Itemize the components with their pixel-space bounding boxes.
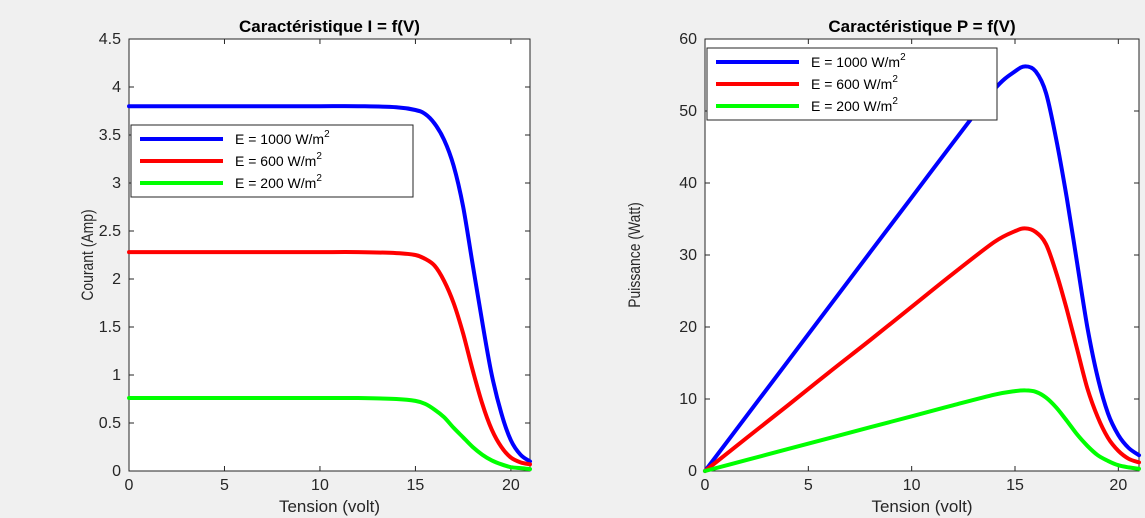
series-line-21-0	[703, 64, 1141, 473]
legend-label-superscript: 2	[316, 173, 322, 184]
legend-label: E = 600 W/m2	[811, 74, 898, 92]
y-tick-label: 1.5	[99, 319, 121, 336]
y-ticks-pv: 0 10 20 30 40 50 60	[679, 31, 1139, 480]
chart-title-pv: Caractéristique P = f(V)	[828, 17, 1015, 36]
legend-label: E = 200 W/m2	[811, 96, 898, 114]
legend-label-superscript: 2	[316, 151, 322, 162]
lines-pv	[703, 64, 1141, 473]
series-line-21-2	[703, 388, 1141, 473]
y-tick-label: 20	[679, 319, 697, 336]
y-tick-label: 60	[679, 31, 697, 48]
x-ticks-iv: 0 5 10 15 20	[125, 39, 520, 494]
y-tick-label: 4	[112, 79, 121, 96]
series-line-21-0	[127, 104, 532, 464]
legend-entries-iv: E = 1000 W/m2 E = 600 W/m2 E = 200 W/m2	[140, 129, 330, 191]
series-line-21-2	[127, 395, 532, 472]
x-tick-label: 0	[701, 477, 710, 494]
legend-iv: E = 1000 W/m2 E = 600 W/m2 E = 200 W/m2	[130, 124, 414, 198]
x-tick-label: 5	[804, 477, 813, 494]
legend-entries-pv: E = 1000 W/m2 E = 600 W/m2 E = 200 W/m2	[716, 52, 906, 114]
legend-label: E = 1000 W/m2	[235, 129, 330, 147]
legend-label-superscript: 2	[324, 129, 330, 140]
y-tick-label: 4.5	[99, 31, 121, 48]
y-tick-label: 30	[679, 247, 697, 264]
lines-iv	[127, 104, 532, 472]
legend-label-superscript: 2	[900, 52, 906, 63]
x-tick-label: 20	[502, 477, 520, 494]
x-tick-label: 15	[1006, 477, 1024, 494]
y-axis-label-iv: Courant (Amp)	[79, 209, 98, 300]
y-tick-label: 50	[679, 103, 697, 120]
x-axis-label-pv: Tension (volt)	[871, 497, 972, 516]
x-tick-label: 0	[125, 477, 134, 494]
legend-label: E = 600 W/m2	[235, 151, 322, 169]
y-tick-label: 10	[679, 391, 697, 408]
y-tick-label: 1	[112, 367, 121, 384]
x-tick-label: 20	[1109, 477, 1127, 494]
x-tick-label: 5	[220, 477, 229, 494]
y-axis-label-pv: Puissance (Watt)	[626, 202, 645, 308]
chart-iv: Caractéristique I = f(V) Tension (volt) …	[79, 17, 532, 516]
y-ticks-iv: 0 0.5 1 1.5 2 2.5 3 3.5 4 4.5	[99, 31, 530, 480]
legend-label-superscript: 2	[892, 74, 898, 85]
y-tick-label: 2.5	[99, 223, 121, 240]
x-axis-label-iv: Tension (volt)	[279, 497, 380, 516]
x-tick-label: 15	[407, 477, 425, 494]
legend-pv: E = 1000 W/m2 E = 600 W/m2 E = 200 W/m2	[706, 47, 998, 121]
y-tick-label: 3.5	[99, 127, 121, 144]
legend-label-superscript: 2	[892, 96, 898, 107]
y-tick-label: 2	[112, 271, 121, 288]
series-line-21-1	[127, 250, 532, 467]
chart-pv: Caractéristique P = f(V) Tension (volt) …	[626, 17, 1141, 516]
x-tick-label: 10	[903, 477, 921, 494]
series-line-21-1	[703, 226, 1141, 473]
legend-label: E = 1000 W/m2	[811, 52, 906, 70]
y-tick-label: 0	[688, 463, 697, 480]
y-tick-label: 0	[112, 463, 121, 480]
y-tick-label: 40	[679, 175, 697, 192]
chart-title-iv: Caractéristique I = f(V)	[239, 17, 420, 36]
legend-label: E = 200 W/m2	[235, 173, 322, 191]
x-tick-label: 10	[311, 477, 329, 494]
x-ticks-pv: 0 5 10 15 20	[701, 39, 1127, 494]
y-tick-label: 3	[112, 175, 121, 192]
y-tick-label: 0.5	[99, 415, 121, 432]
